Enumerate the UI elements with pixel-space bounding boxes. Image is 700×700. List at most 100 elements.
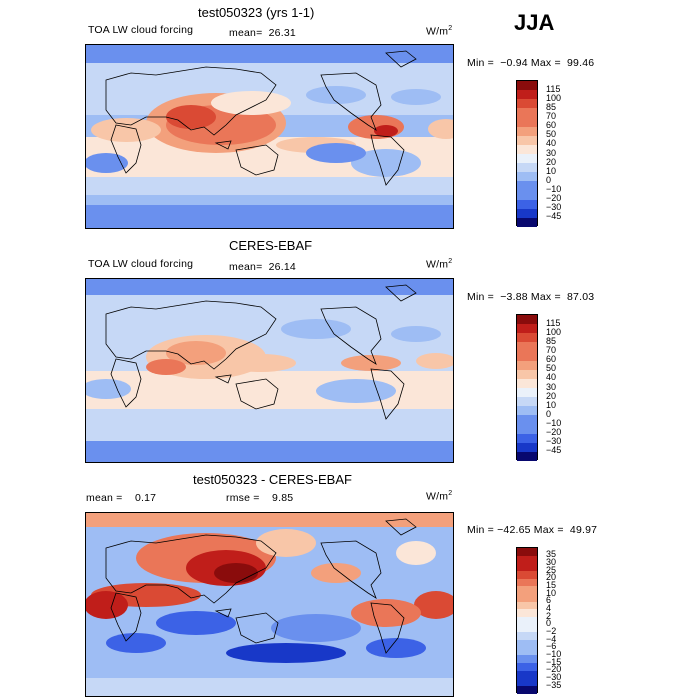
colorbar-2-segment: [517, 369, 537, 379]
colorbar-2-segment: [517, 360, 537, 370]
colorbar-3-segment: [517, 663, 537, 671]
colorbar-2-tick-label: −30: [546, 436, 562, 447]
colorbar-1-segment: [517, 99, 537, 109]
colorbar-3-segment: [517, 647, 537, 656]
panel-1-units: W/m2: [426, 25, 453, 38]
colorbar-2-tick-label: 85: [546, 335, 557, 346]
colorbar-3-tick-label: 10: [546, 587, 557, 598]
colorbar-3-segment: [517, 632, 537, 641]
colorbar-1-segment: [517, 126, 537, 136]
colorbar-2-tick-label: 20: [546, 390, 557, 401]
colorbar-3-tick-label: −10: [546, 649, 562, 660]
panel-3-units: W/m2: [426, 490, 453, 503]
colorbar-2-tick-label: 100: [546, 326, 562, 337]
colorbar-1-tick-label: 100: [546, 92, 562, 103]
panel-1-title: test050323 (yrs 1-1): [198, 5, 315, 20]
colorbar-1-tick-label: −45: [546, 211, 562, 222]
colorbar-2-segment: [517, 451, 537, 461]
colorbar-1-tick-label: 60: [546, 120, 557, 131]
colorbar-2-tick-label: 50: [546, 363, 557, 374]
panel-1-minmax: Min = −0.94 Max = 99.46: [467, 57, 595, 69]
colorbar-3-tick-label: 20: [546, 572, 557, 583]
panel-1-map: [85, 44, 454, 229]
colorbar-1-segment: [517, 163, 537, 173]
colorbar-2-segment: [517, 324, 537, 334]
colorbar-2-segment: [517, 415, 537, 425]
panel-2-minmax: Min = −3.88 Max = 87.03: [467, 291, 595, 303]
colorbar-3-tick-label: 30: [546, 556, 557, 567]
colorbar-3-tick-label: 25: [546, 564, 557, 575]
panel-2-title: CERES-EBAF: [229, 238, 313, 253]
colorbar-1-tick-label: 115: [546, 83, 561, 94]
colorbar-3-segment: [517, 617, 537, 625]
colorbar-1-segment: [517, 144, 537, 154]
colorbar-1-tick-label: 85: [546, 101, 557, 112]
panel-1-mean: mean= 26.31: [229, 27, 296, 39]
colorbar-2-segment: [517, 342, 537, 352]
colorbar-1-segment: [517, 217, 537, 227]
colorbar-3-segment: [517, 578, 537, 587]
colorbar-3-segment: [517, 571, 537, 579]
colorbar-3-segment: [517, 555, 537, 564]
colorbar-3-tick-label: 6: [546, 595, 552, 606]
colorbar-3-tick-label: −20: [546, 664, 562, 675]
colorbar-2: [516, 314, 538, 461]
colorbar-3-segment: [517, 670, 537, 679]
colorbar-3-tick-label: 4: [546, 602, 552, 613]
colorbar-2-segment: [517, 406, 537, 416]
colorbar-2-tick-label: 30: [546, 381, 557, 392]
panel-3-map: [85, 512, 454, 697]
colorbar-3-tick-label: −4: [546, 633, 557, 644]
colorbar-2-segment: [517, 397, 537, 407]
panel-2-units: W/m2: [426, 258, 453, 271]
colorbar-1-tick-label: −20: [546, 193, 562, 204]
colorbar-3-tick-label: −15: [546, 656, 562, 667]
colorbar-3-tick-label: 35: [546, 549, 557, 560]
colorbar-3-segment: [517, 640, 537, 648]
colorbar-3-segment: [517, 601, 537, 610]
colorbar-2-tick-label: 70: [546, 345, 557, 355]
colorbar-1-segment: [517, 135, 537, 145]
colorbar-3-tick-label: −30: [546, 672, 562, 683]
colorbar-1-tick-label: 30: [546, 147, 557, 158]
colorbar-1-segment: [517, 181, 537, 191]
colorbar-1-segment: [517, 190, 537, 200]
colorbar-3-segment: [517, 686, 537, 694]
colorbar-1-segment: [517, 199, 537, 209]
colorbar-1-segment: [517, 208, 537, 218]
colorbar-3-tick-label: 15: [546, 579, 557, 590]
panel-2-variable: TOA LW cloud forcing: [88, 258, 194, 270]
colorbar-2-tick-label: 115: [546, 317, 561, 328]
panel-3-mean: mean = 0.17: [86, 492, 157, 504]
colorbar-1-tick-label: 20: [546, 156, 557, 167]
colorbar-1-tick-label: −30: [546, 202, 562, 213]
colorbar-2-tick-label: 40: [546, 372, 557, 383]
panel-2-mean: mean= 26.14: [229, 261, 296, 273]
colorbar-3: [516, 547, 538, 694]
colorbar-3-tick-label: −35: [546, 679, 562, 690]
panel-2-map-svg: [86, 279, 453, 462]
colorbar-2-segment: [517, 315, 537, 325]
colorbar-2-segment: [517, 433, 537, 443]
colorbar-1-tick-label: 40: [546, 138, 557, 149]
colorbar-1-segment: [517, 172, 537, 182]
colorbar-2-tick-label: −45: [546, 445, 562, 456]
panel-3-map-svg: [86, 513, 453, 696]
colorbar-1-tick-label: 10: [546, 165, 557, 176]
colorbar-3-segment: [517, 563, 537, 572]
colorbar-1-segment: [517, 90, 537, 100]
colorbar-3-tick-label: 2: [546, 610, 552, 621]
panel-3-rmse: rmse = 9.85: [226, 492, 294, 504]
colorbar-1-segment: [517, 108, 537, 118]
colorbar-2-segment: [517, 378, 537, 388]
colorbar-2-tick-label: 10: [546, 399, 557, 410]
colorbar-2-tick-label: −10: [546, 418, 562, 428]
colorbar-2-segment: [517, 424, 537, 434]
colorbar-3-tick-label: −2: [546, 626, 557, 637]
colorbar-3-segment: [517, 609, 537, 618]
colorbar-3-segment: [517, 655, 537, 664]
colorbar-3-segment: [517, 594, 537, 602]
colorbar-2-segment: [517, 388, 537, 398]
colorbar-2-tick-label: 0: [546, 408, 552, 419]
colorbar-2-tick-label: 60: [546, 354, 557, 365]
